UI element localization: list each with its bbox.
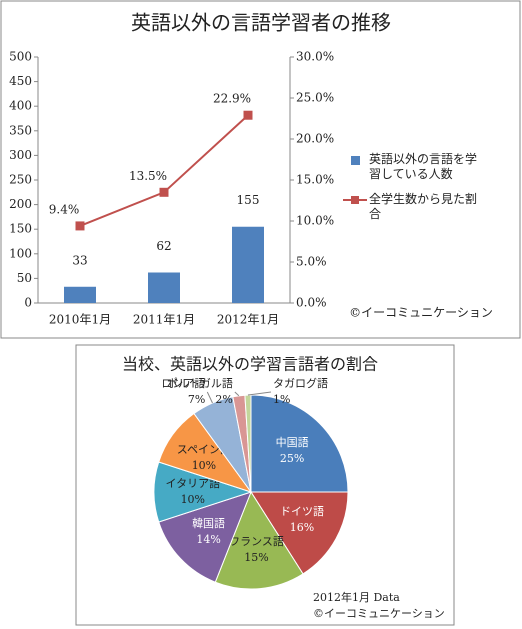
data-label: 33	[72, 253, 87, 267]
legend-label: 全学生数から見た割合	[369, 192, 478, 221]
annotation: ©イーコミュニケーション	[313, 607, 445, 620]
y-tick-label: 400	[9, 99, 32, 113]
y-tick-label: 350	[9, 123, 32, 137]
x-tick-label: 2011年1月	[133, 313, 195, 327]
chart-title: 英語以外の言語学習者の推移	[131, 11, 391, 35]
marker	[75, 221, 85, 231]
pie-slice	[214, 490, 304, 590]
chart-title: 当校、英語以外の学習言語者の割合	[122, 355, 378, 374]
slice-label: タガログ語	[273, 376, 328, 390]
annotation: 2012年1月 Data	[313, 590, 400, 604]
data-label: 62	[156, 239, 171, 253]
marker	[159, 187, 169, 197]
slice-label: ドイツ語	[280, 505, 324, 518]
leader-line	[234, 391, 240, 397]
y2-tick-label: 5.0%	[296, 255, 327, 269]
slice-value: 1%	[273, 393, 290, 406]
slice-value: 7%	[188, 393, 205, 406]
slice-label: ポルトガル語	[167, 377, 233, 390]
annotation: ©イーコミュニケーション	[349, 306, 493, 320]
slice-value: 14%	[196, 533, 220, 546]
slice-value: 16%	[290, 521, 314, 534]
marker	[243, 110, 253, 120]
leader-line	[206, 391, 213, 404]
y-tick-label: 300	[9, 148, 32, 162]
legend-swatch	[351, 156, 360, 165]
slice-label: ロシア語	[161, 377, 205, 390]
slice-label: イタリア語	[166, 477, 221, 490]
bar	[64, 286, 96, 303]
slice-value: 10%	[181, 493, 205, 506]
y2-tick-label: 25.0%	[296, 91, 334, 105]
y-tick-label: 250	[9, 173, 32, 187]
pie-slice	[250, 394, 349, 493]
x-tick-label: 2010年1月	[49, 313, 111, 327]
slice-value: 10%	[192, 459, 216, 472]
slice-label: フランス語	[229, 535, 284, 548]
y-tick-label: 50	[17, 271, 32, 285]
data-label: 22.9%	[213, 92, 251, 106]
y2-tick-label: 15.0%	[296, 173, 334, 187]
y-tick-label: 200	[9, 197, 32, 211]
legend-label: 英語以外の言語を学習している人数	[369, 152, 478, 181]
slice-value: 25%	[280, 452, 304, 465]
y2-tick-label: 20.0%	[296, 132, 334, 146]
slice-label: 韓国語	[192, 517, 225, 530]
y-tick-label: 500	[9, 50, 32, 64]
data-label: 13.5%	[129, 169, 167, 183]
y-tick-label: 450	[9, 74, 32, 88]
slice-label: 中国語	[276, 436, 309, 449]
y2-tick-label: 30.0%	[296, 50, 334, 64]
x-tick-label: 2012年1月	[217, 313, 279, 327]
bar	[232, 226, 264, 303]
y-tick-label: 0	[24, 296, 32, 310]
y2-tick-label: 10.0%	[296, 214, 334, 228]
legend-marker	[351, 196, 359, 204]
slice-value: 2%	[215, 393, 232, 406]
bar	[148, 272, 180, 303]
y2-tick-label: 0.0%	[296, 296, 327, 310]
y-tick-label: 100	[9, 246, 32, 260]
pie-slice	[250, 491, 349, 575]
data-label: 9.4%	[49, 202, 80, 216]
slice-value: 15%	[244, 551, 268, 564]
leader-line	[247, 391, 272, 396]
data-label: 155	[237, 193, 260, 207]
y-tick-label: 150	[9, 222, 32, 236]
